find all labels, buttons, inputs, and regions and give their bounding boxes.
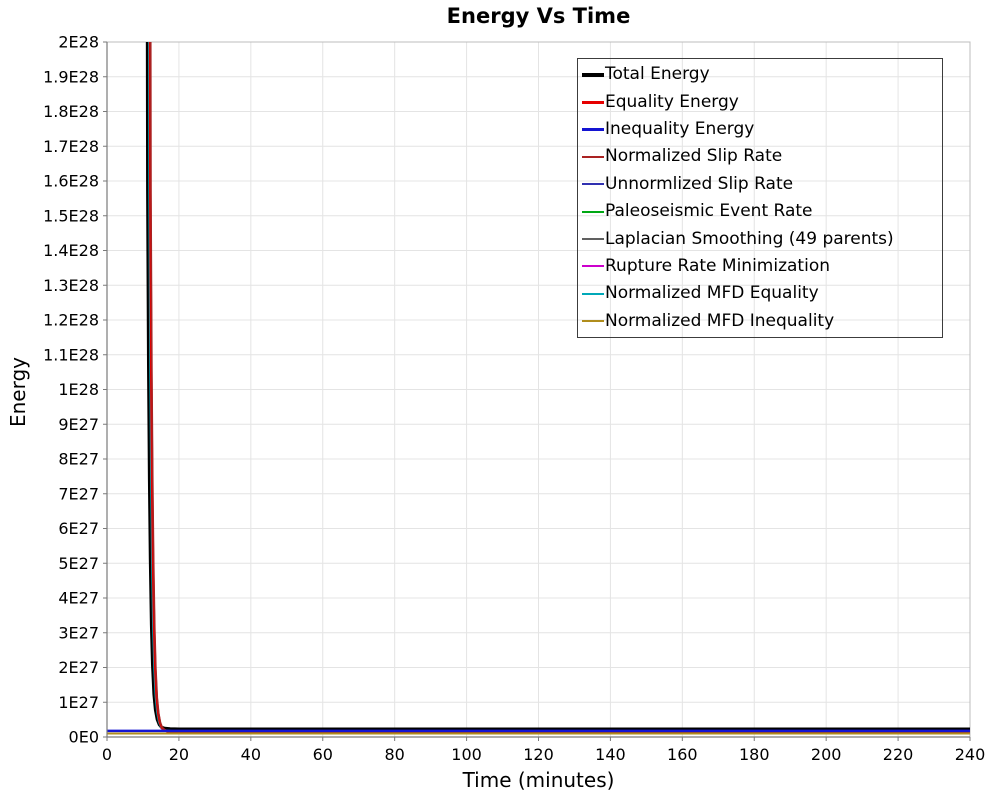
- y-tick-label: 1.6E28: [43, 172, 99, 191]
- legend-item-paleoseismic-event-rate: Paleoseismic Event Rate: [582, 198, 938, 225]
- line-swatch-icon: [582, 100, 604, 104]
- chart-title: Energy Vs Time: [446, 4, 631, 28]
- legend-item-laplacian-smoothing: Laplacian Smoothing (49 parents): [582, 226, 938, 253]
- y-tick-label: 1.1E28: [43, 345, 99, 364]
- series-lines: [107, 42, 970, 735]
- y-tick-label: 1.5E28: [43, 206, 99, 225]
- legend-item-unnormlized-slip-rate: Unnormlized Slip Rate: [582, 171, 938, 198]
- legend-item-inequality-energy: Inequality Energy: [582, 116, 938, 143]
- legend-label: Normalized Slip Rate: [605, 146, 783, 167]
- legend-label: Inequality Energy: [605, 118, 755, 139]
- y-tick-label: 1.9E28: [43, 67, 99, 86]
- legend-item-normalized-slip-rate: Normalized Slip Rate: [582, 143, 938, 170]
- line-swatch-icon: [582, 265, 604, 268]
- legend-label: Total Energy: [605, 64, 710, 85]
- y-tick-label: 8E27: [58, 450, 99, 469]
- y-tick-label: 1E27: [58, 693, 99, 712]
- legend-item-total-energy: Total Energy: [582, 61, 938, 88]
- y-tick-label: 6E27: [58, 519, 99, 538]
- x-tick-label: 240: [955, 745, 986, 764]
- legend-label: Equality Energy: [605, 91, 739, 112]
- y-tick-label: 1.8E28: [43, 102, 99, 121]
- y-tick-label: 0E0: [69, 728, 99, 747]
- y-tick-label: 1.4E28: [43, 241, 99, 260]
- x-tick-label: 100: [451, 745, 482, 764]
- legend: Total Energy Equality Energy Inequality …: [577, 58, 943, 338]
- y-tick-label: 2E27: [58, 658, 99, 677]
- x-tick-label: 200: [811, 745, 842, 764]
- y-tick-label: 1.7E28: [43, 137, 99, 156]
- x-tick-label: 0: [102, 745, 112, 764]
- x-tick-label: 20: [169, 745, 189, 764]
- x-tick-label: 60: [313, 745, 333, 764]
- x-tick-label: 120: [523, 745, 554, 764]
- x-tick-label: 220: [883, 745, 914, 764]
- legend-item-normalized-mfd-equality: Normalized MFD Equality: [582, 280, 938, 307]
- y-axis-title: Energy: [6, 356, 30, 428]
- series-line-normalized-slip-rate: [149, 42, 970, 734]
- legend-item-normalized-mfd-inequality: Normalized MFD Inequality: [582, 308, 938, 335]
- line-swatch-icon: [582, 210, 604, 213]
- line-swatch-icon: [582, 238, 604, 241]
- line-swatch-icon: [582, 292, 604, 296]
- y-tick-label: 4E27: [58, 589, 99, 608]
- y-tick-label: 2E28: [58, 33, 99, 52]
- y-tick-label: 1.3E28: [43, 276, 99, 295]
- legend-label: Laplacian Smoothing (49 parents): [605, 228, 894, 249]
- line-swatch-icon: [582, 320, 604, 323]
- x-tick-label: 160: [667, 745, 698, 764]
- gridlines: [107, 41, 971, 737]
- y-tick-label: 1.2E28: [43, 311, 99, 330]
- legend-label: Normalized MFD Inequality: [605, 310, 835, 331]
- legend-label: Normalized MFD Equality: [605, 283, 819, 304]
- x-axis-title: Time (minutes): [462, 768, 615, 792]
- line-swatch-icon: [582, 155, 604, 158]
- x-tick-label: 140: [595, 745, 626, 764]
- legend-label: Paleoseismic Event Rate: [605, 201, 813, 222]
- y-tick-label: 9E27: [58, 415, 99, 434]
- line-swatch-icon: [582, 72, 604, 77]
- legend-item-rupture-rate-minimization: Rupture Rate Minimization: [582, 253, 938, 280]
- x-tick-label: 180: [739, 745, 770, 764]
- line-swatch-icon: [582, 127, 604, 131]
- tick-marks: [103, 41, 971, 741]
- legend-label: Rupture Rate Minimization: [605, 255, 830, 276]
- y-tick-label: 7E27: [58, 484, 99, 503]
- y-tick-label: 3E27: [58, 623, 99, 642]
- x-tick-label: 40: [241, 745, 261, 764]
- y-tick-label: 5E27: [58, 554, 99, 573]
- line-swatch-icon: [582, 183, 604, 186]
- y-tick-label: 1E28: [58, 380, 99, 399]
- series-line-total-energy: [145, 42, 970, 731]
- legend-label: Unnormlized Slip Rate: [605, 173, 794, 194]
- tick-labels: 2E28 1.9E28 1.8E28 1.7E28 1.6E28 1.5E28 1.4E28…: [43, 33, 985, 765]
- x-tick-label: 80: [384, 745, 404, 764]
- legend-item-equality-energy: Equality Energy: [582, 89, 938, 116]
